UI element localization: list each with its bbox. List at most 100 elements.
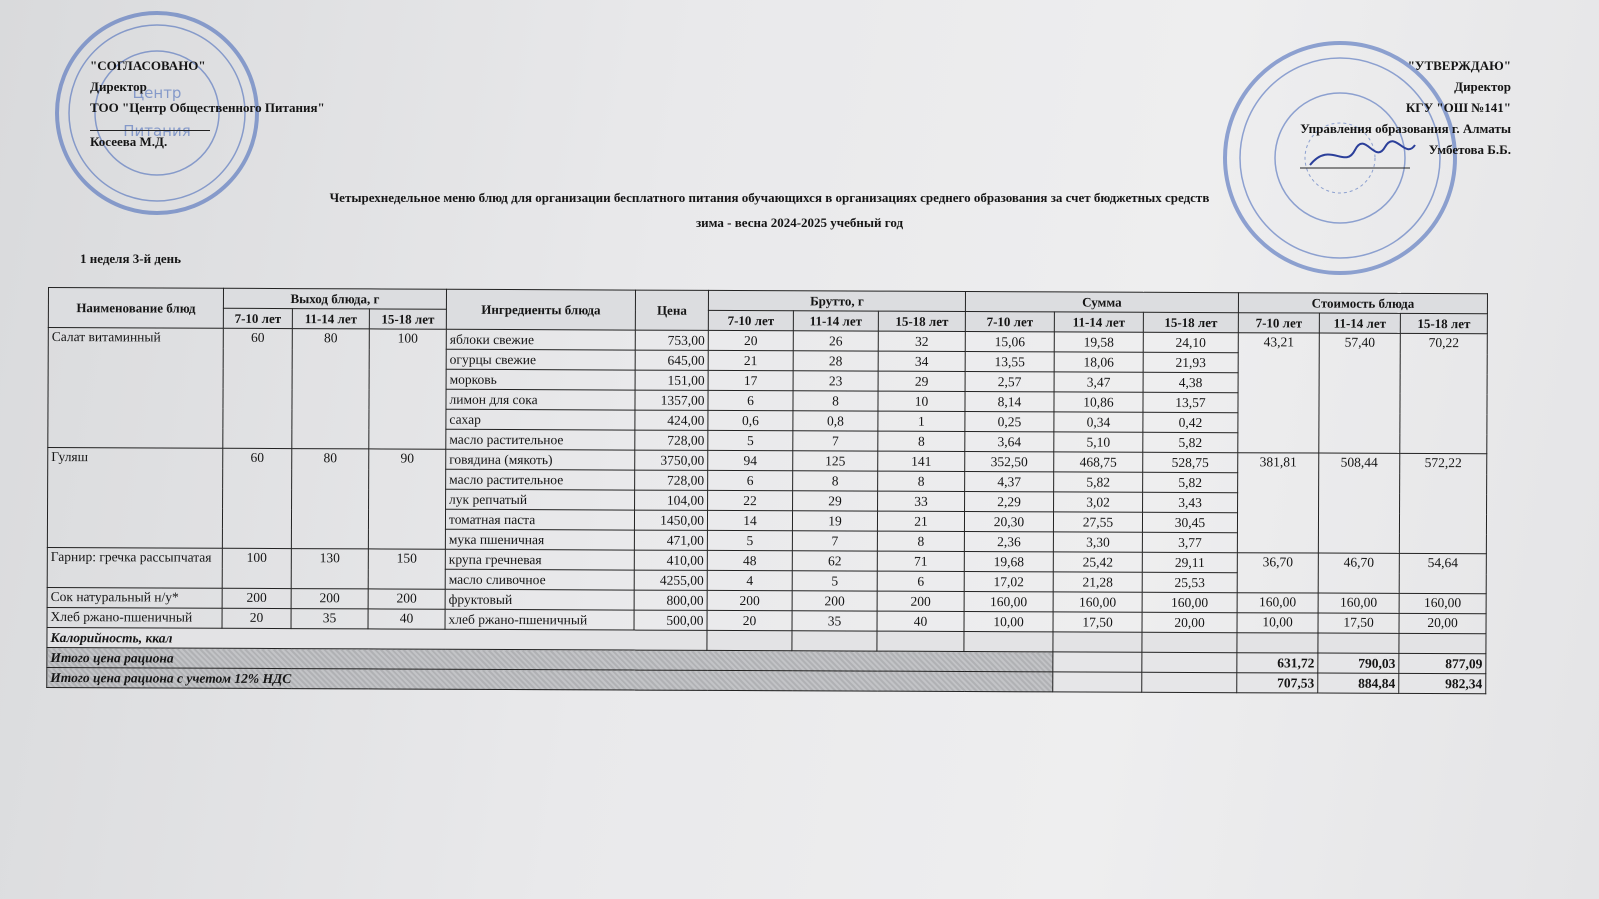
- dish-yield: 35: [291, 608, 369, 629]
- ingredient-sum: 5,82: [1142, 472, 1238, 493]
- ingredient-brutto: 5: [792, 570, 878, 592]
- empty-cell: [1052, 671, 1142, 693]
- ingredient-sum: 13,55: [965, 351, 1055, 372]
- ingredient-brutto: 6: [707, 470, 793, 491]
- total-vat-row-label: Итого цена рациона с учетом 12% НДС: [46, 667, 1053, 692]
- empty-cell: [1052, 631, 1143, 653]
- ingredient-name: мука пшеничная: [445, 529, 635, 551]
- ingredient-sum: 2,57: [965, 371, 1055, 392]
- ingredient-brutto: 8: [877, 531, 965, 552]
- age-header: 15-18 лет: [878, 311, 966, 332]
- ingredient-sum: 24,10: [1143, 332, 1239, 353]
- col-dish: Наименование блюд: [48, 287, 224, 329]
- ingredient-sum: 528,75: [1142, 452, 1238, 473]
- col-sum: Сумма: [965, 291, 1239, 313]
- ingredient-sum: 17,02: [964, 571, 1054, 592]
- ingredient-brutto: 7: [792, 530, 878, 552]
- approval-left-org: ТОО "Центр Общественного Питания": [90, 100, 325, 115]
- approval-right-signatory: Умбетова Б.Б.: [1428, 142, 1511, 157]
- ingredient-sum: 15,06: [965, 331, 1055, 352]
- dish-name: Сок натуральный н/у*: [47, 587, 223, 609]
- ingredient-brutto: 8: [877, 431, 965, 452]
- ingredient-name: масло растительное: [445, 429, 635, 451]
- age-header: 11-14 лет: [793, 310, 879, 332]
- ingredient-name: сахар: [445, 409, 635, 431]
- col-cost: Стоимость блюда: [1238, 292, 1488, 314]
- ingredient-name: масло сливочное: [445, 569, 635, 591]
- ingredient-sum: 19,68: [964, 551, 1054, 572]
- ingredient-price: 104,00: [634, 490, 708, 511]
- ingredient-brutto: 29: [878, 371, 966, 392]
- dish-yield: 80: [291, 448, 369, 549]
- signature: [1300, 140, 1416, 169]
- empty-cell: [876, 631, 965, 652]
- ingredient-name: говядина (мякоть): [445, 449, 635, 471]
- approval-right-role: Директор: [1454, 79, 1511, 94]
- ingredient-brutto: 141: [877, 451, 965, 472]
- ingredient-brutto: 35: [792, 610, 878, 632]
- total-row-value: 790,03: [1317, 653, 1399, 674]
- dish-cost: 160,00: [1318, 593, 1400, 614]
- ingredient-brutto: 200: [792, 590, 878, 612]
- ingredient-sum: 19,58: [1054, 331, 1144, 353]
- ingredient-name: крупа гречневая: [445, 549, 635, 571]
- ingredient-brutto: 8: [877, 471, 965, 492]
- ingredient-brutto: 21: [708, 350, 794, 371]
- ingredient-brutto: 125: [792, 450, 878, 472]
- ingredient-name: лук репчатый: [445, 489, 635, 511]
- ingredient-brutto: 0,8: [792, 410, 878, 432]
- col-ingredients: Ингредиенты блюда: [446, 289, 636, 331]
- menu-table: Наименование блюд Выход блюда, г Ингреди…: [46, 287, 1488, 694]
- ingredient-sum: 352,50: [964, 451, 1054, 472]
- dish-cost: 36,70: [1237, 552, 1319, 594]
- dish-cost: 508,44: [1318, 453, 1400, 554]
- day-label: 1 неделя 3-й день: [80, 251, 182, 266]
- ingredient-name: масло растительное: [445, 469, 635, 491]
- empty-cell: [1141, 652, 1237, 673]
- empty-cell: [1052, 651, 1142, 673]
- dish-cost: 572,22: [1399, 453, 1487, 554]
- ingredient-sum: 3,77: [1142, 532, 1238, 553]
- total-vat-row-value: 982,34: [1398, 673, 1486, 694]
- ingredient-name: морковь: [446, 369, 636, 391]
- ingredient-sum: 5,82: [1142, 432, 1238, 453]
- ingredient-sum: 10,00: [964, 611, 1054, 632]
- dish-cost: 160,00: [1237, 592, 1319, 614]
- ingredient-sum: 3,47: [1054, 371, 1144, 393]
- ingredient-sum: 8,14: [964, 391, 1055, 412]
- col-price: Цена: [635, 290, 709, 331]
- ingredient-price: 800,00: [634, 590, 708, 611]
- dish-name: Салат витаминный: [47, 327, 224, 449]
- dish-cost: 57,40: [1318, 333, 1401, 454]
- dish-yield: 150: [368, 548, 446, 590]
- approval-left: "СОГЛАСОВАНО" Директор ТОО "Центр Общест…: [90, 55, 325, 152]
- ingredient-sum: 18,06: [1054, 351, 1144, 373]
- ingredient-price: 1357,00: [634, 390, 709, 411]
- ingredient-price: 728,00: [634, 430, 708, 451]
- dish-cost: 54,64: [1399, 553, 1487, 594]
- ingredient-name: томатная паста: [445, 509, 635, 531]
- dish-cost: 381,81: [1237, 452, 1319, 554]
- ingredient-sum: 25,42: [1053, 551, 1143, 573]
- ingredient-brutto: 94: [707, 450, 793, 471]
- approval-left-role: Директор: [90, 79, 147, 94]
- ingredient-sum: 3,43: [1142, 492, 1238, 513]
- ingredient-sum: 160,00: [1142, 592, 1238, 613]
- dish-name: Гарнир: гречка рассыпчатая: [47, 547, 223, 589]
- ingredient-brutto: 26: [793, 330, 879, 352]
- ingredient-brutto: 200: [877, 591, 965, 612]
- ingredient-brutto: 10: [877, 391, 966, 412]
- ingredient-sum: 160,00: [1053, 591, 1143, 613]
- age-header: 15-18 лет: [1143, 312, 1239, 333]
- ingredient-name: фруктовый: [445, 589, 635, 611]
- empty-cell: [1236, 632, 1319, 654]
- ingredient-sum: 30,45: [1142, 512, 1238, 533]
- ingredient-brutto: 22: [707, 490, 793, 511]
- ingredient-sum: 3,02: [1053, 491, 1143, 513]
- ingredient-sum: 5,10: [1053, 431, 1143, 453]
- ingredient-sum: 0,34: [1053, 411, 1143, 433]
- ingredient-price: 500,00: [634, 610, 708, 631]
- approval-right-dept: Управления образования г. Алматы: [1300, 121, 1511, 136]
- age-header: 7-10 лет: [1238, 312, 1320, 334]
- ingredient-price: 1450,00: [634, 510, 708, 531]
